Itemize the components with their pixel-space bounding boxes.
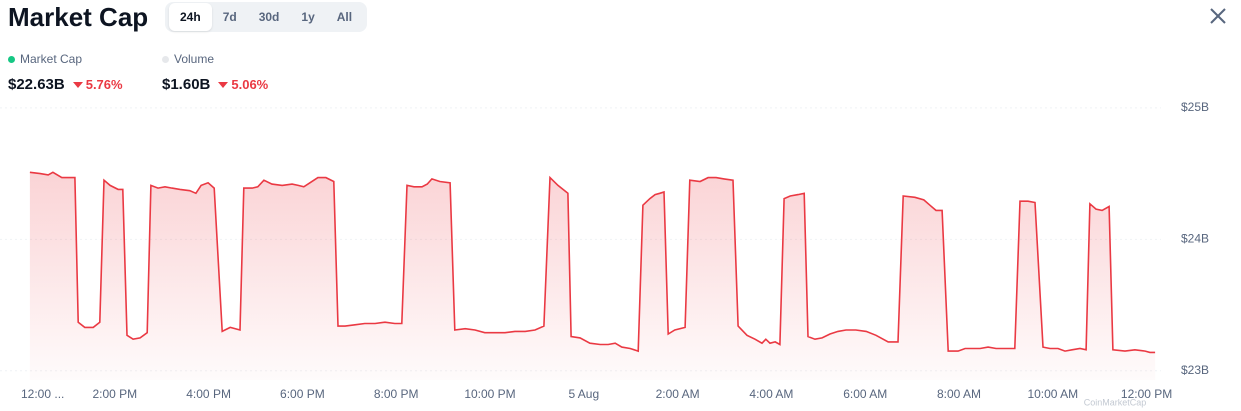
down-arrow (72, 81, 83, 88)
x-tick-label: 10:00 PM (464, 387, 515, 401)
range-tab[interactable]: All (336, 10, 353, 24)
stat-change: 5.76% (72, 77, 123, 92)
y-tick-label: $25B (1181, 100, 1209, 114)
x-tick-label: 5 Aug (568, 387, 599, 401)
x-tick-label: 12:00 PM (1121, 387, 1172, 401)
stat-value: $22.63B (8, 76, 65, 93)
range-tabs: 24h 7d 30d 1y All (165, 2, 368, 32)
range-tab[interactable]: 7d (222, 10, 237, 24)
title: Market Cap (8, 2, 149, 32)
range-tab[interactable]: 1y (301, 10, 315, 24)
x-tick-label: 6:00 PM (280, 387, 325, 401)
x-tick-label: 8:00 PM (374, 387, 419, 401)
down-arrow (218, 81, 229, 88)
x-tick-label: 4:00 PM (186, 387, 231, 401)
stat-row: $1.60B 5.06% (162, 76, 268, 93)
x-tick-label: 4:00 AM (749, 387, 793, 401)
stat-label: Volume (174, 52, 215, 66)
y-tick-label: $24B (1181, 232, 1209, 246)
legend-dot (8, 55, 15, 63)
x-tick-label: 12:00 ... (21, 387, 64, 401)
stat-change: 5.06% (218, 77, 268, 92)
stat-label: Market Cap (20, 52, 83, 66)
stat: Volume $1.60B 5.06% (162, 52, 268, 93)
x-tick-label: 2:00 AM (656, 387, 700, 401)
stat-change-value: 5.06% (231, 77, 269, 92)
x-tick-label: 8:00 AM (937, 387, 981, 401)
range-tab[interactable]: 30d (258, 10, 280, 24)
area (29, 172, 1156, 380)
close-button[interactable] (1208, 6, 1228, 26)
line (29, 171, 1156, 354)
stat: Market Cap $22.63B 5.76% (8, 52, 123, 93)
stat-row: $22.63B 5.76% (8, 76, 123, 93)
stat-change-value: 5.76% (85, 77, 123, 92)
stat-value: $1.60B (162, 76, 211, 93)
legend-dot (162, 55, 169, 63)
stat-label-row: Volume (162, 52, 268, 66)
watermark: CoinMarketCap (1084, 397, 1147, 407)
x-tick-label: 2:00 PM (92, 387, 137, 401)
x-tick-label: 10:00 AM (1027, 387, 1078, 401)
y-tick-label: $23B (1181, 363, 1209, 377)
x-tick-label: 6:00 AM (843, 387, 887, 401)
range-tab[interactable]: 24h (169, 3, 212, 31)
stat-label-row: Market Cap (8, 52, 123, 66)
